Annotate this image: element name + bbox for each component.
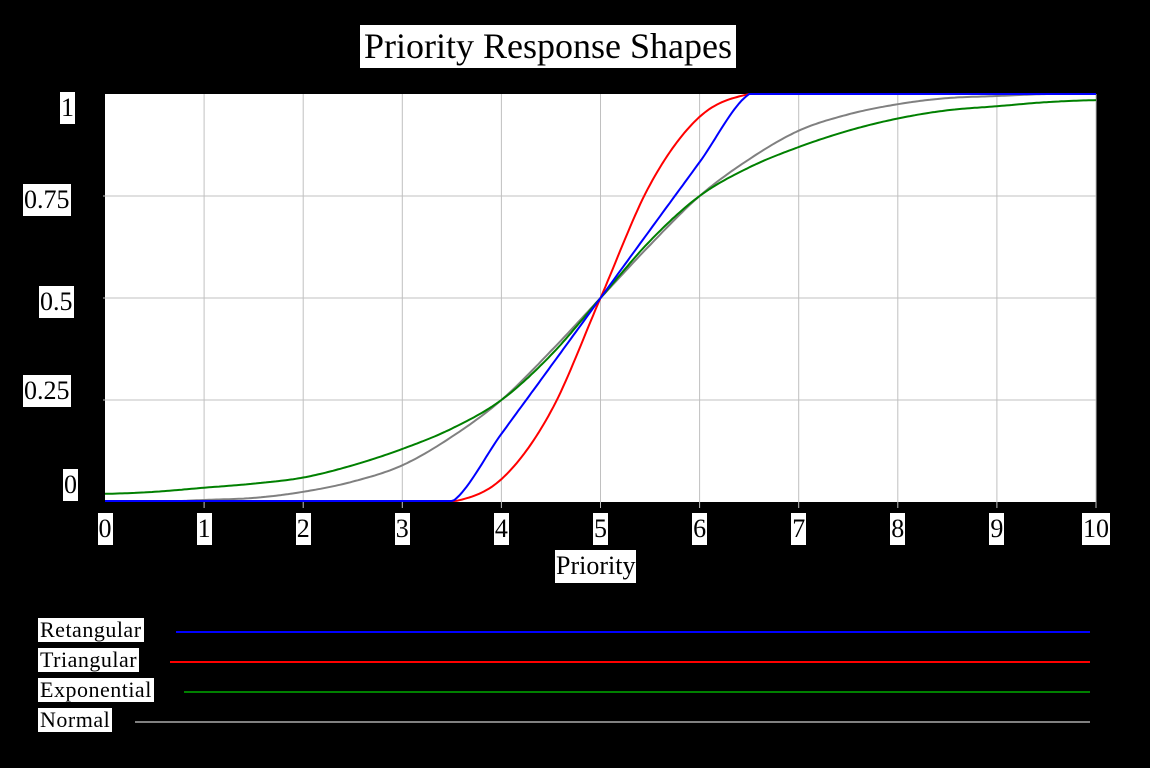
y-tick-0: 0 (63, 469, 78, 501)
x-tick-9: 9 (989, 513, 1005, 545)
x-tick-7: 7 (791, 513, 807, 545)
x-axis-label: Priority (555, 550, 637, 583)
x-tick-5: 5 (593, 513, 608, 545)
y-tick-1: 1 (60, 92, 75, 124)
chart-title: Priority Response Shapes (360, 25, 736, 68)
grid-lines (103, 94, 1097, 508)
legend-item-retangular: Retangular (38, 617, 144, 642)
x-tick-8: 8 (890, 513, 906, 545)
x-tick-4: 4 (493, 513, 509, 545)
x-tick-1: 1 (196, 513, 212, 545)
legend-lines (135, 631, 1090, 723)
x-tick-6: 6 (692, 513, 708, 545)
legend-item-normal: Normal (38, 707, 113, 732)
legend-item-exponential: Exponential (38, 677, 154, 702)
x-tick-3: 3 (394, 513, 410, 545)
x-tick-0: 0 (97, 513, 113, 545)
x-tick-10: 10 (1082, 513, 1110, 545)
x-tick-2: 2 (295, 513, 311, 545)
y-tick-0.75: 0.75 (23, 184, 71, 216)
legend-item-triangular: Triangular (38, 647, 140, 672)
y-tick-0.5: 0.5 (39, 286, 74, 318)
series-lines (105, 93, 1097, 502)
series-line-retangular (105, 93, 1096, 502)
y-tick-0.25: 0.25 (23, 375, 71, 407)
